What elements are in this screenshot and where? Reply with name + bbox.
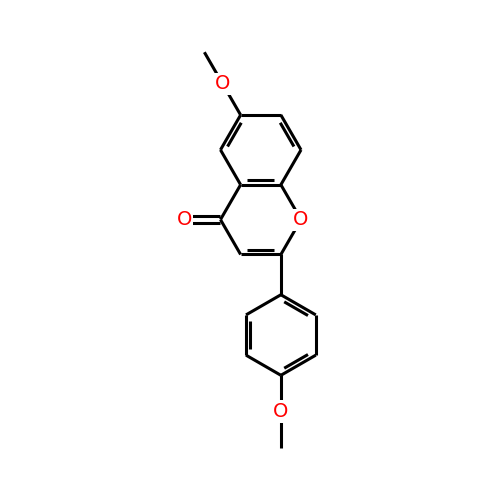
Text: O: O bbox=[273, 402, 288, 421]
Text: O: O bbox=[294, 210, 308, 229]
Text: O: O bbox=[176, 210, 192, 229]
Text: O: O bbox=[215, 74, 230, 93]
